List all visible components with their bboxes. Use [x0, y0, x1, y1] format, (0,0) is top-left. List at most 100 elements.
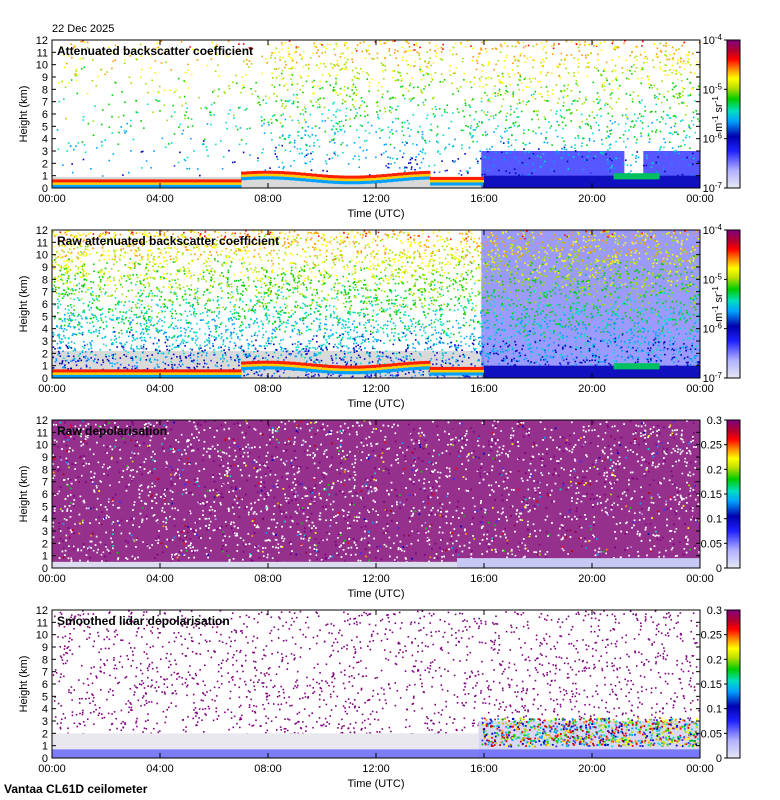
data-pixel — [517, 298, 520, 301]
data-pixel — [643, 327, 645, 330]
data-pixel — [122, 174, 124, 176]
data-pixel — [698, 93, 700, 96]
data-pixel — [457, 111, 460, 113]
data-pixel — [343, 353, 346, 355]
data-pixel — [655, 171, 658, 173]
data-pixel — [676, 261, 679, 263]
data-pixel — [435, 108, 437, 111]
data-pixel — [321, 349, 324, 352]
data-pixel — [596, 67, 598, 70]
data-pixel — [145, 160, 148, 162]
data-pixel — [697, 363, 699, 365]
data-pixel — [304, 110, 307, 113]
data-pixel — [507, 145, 510, 148]
data-pixel — [126, 245, 129, 247]
data-pixel — [140, 76, 142, 79]
data-pixel — [403, 249, 405, 252]
data-pixel — [391, 157, 394, 160]
data-pixel — [341, 323, 344, 326]
data-pixel — [469, 81, 472, 84]
data-pixel — [64, 320, 66, 322]
data-pixel — [238, 318, 240, 320]
data-pixel — [384, 107, 386, 110]
data-pixel — [617, 151, 619, 153]
data-pixel — [207, 309, 209, 311]
data-pixel — [285, 105, 287, 107]
data-pixel — [487, 169, 489, 172]
data-pixel — [301, 293, 303, 296]
data-pixel — [532, 333, 535, 336]
data-pixel — [239, 279, 242, 281]
data-pixel — [641, 68, 644, 71]
data-pixel — [540, 327, 543, 329]
data-pixel — [305, 149, 308, 151]
data-pixel — [448, 362, 451, 364]
data-pixel — [387, 163, 390, 165]
data-pixel — [400, 86, 402, 88]
data-pixel — [522, 100, 524, 103]
data-pixel — [430, 80, 433, 83]
aerosol-layer — [322, 180, 328, 184]
data-pixel — [502, 98, 505, 101]
data-pixel — [580, 113, 583, 116]
data-pixel — [420, 161, 423, 164]
data-pixel — [364, 129, 367, 132]
data-pixel — [430, 299, 433, 302]
data-pixel — [105, 320, 108, 323]
data-pixel — [646, 251, 649, 254]
data-pixel — [366, 254, 368, 256]
data-pixel — [399, 251, 402, 254]
data-pixel — [385, 350, 388, 353]
data-pixel — [651, 87, 654, 89]
data-pixel — [305, 64, 307, 67]
aerosol-layer — [338, 175, 345, 179]
data-pixel — [220, 241, 223, 244]
data-pixel — [248, 66, 250, 68]
data-pixel — [358, 242, 360, 245]
data-pixel — [660, 316, 662, 319]
data-pixel — [199, 232, 202, 235]
data-pixel — [316, 291, 318, 294]
data-pixel — [504, 42, 506, 45]
data-pixel — [564, 124, 567, 127]
data-pixel — [337, 130, 339, 133]
data-pixel — [611, 284, 613, 286]
data-pixel — [336, 323, 339, 326]
data-pixel — [450, 332, 452, 335]
data-pixel — [407, 63, 409, 66]
aerosol-layer — [122, 184, 129, 188]
data-pixel — [331, 66, 334, 69]
data-pixel — [385, 355, 388, 358]
data-pixel — [550, 239, 553, 241]
data-pixel — [311, 81, 314, 84]
data-pixel — [662, 268, 665, 271]
data-pixel — [525, 314, 528, 316]
data-pixel — [96, 147, 98, 149]
aerosol-layer — [403, 172, 409, 176]
data-pixel — [120, 126, 123, 128]
data-pixel — [432, 310, 435, 312]
data-pixel — [135, 111, 138, 113]
data-pixel — [496, 328, 499, 331]
data-pixel — [278, 84, 281, 86]
data-pixel — [610, 269, 612, 271]
data-pixel — [364, 297, 367, 299]
data-pixel — [483, 167, 485, 170]
data-pixel — [466, 240, 468, 242]
data-pixel — [240, 139, 243, 141]
data-pixel — [304, 303, 306, 306]
data-pixel — [376, 111, 378, 113]
data-pixel — [296, 348, 298, 351]
data-pixel — [87, 122, 90, 125]
data-pixel — [383, 77, 385, 80]
data-pixel — [649, 326, 652, 329]
data-pixel — [277, 241, 280, 244]
data-pixel — [564, 57, 567, 59]
data-pixel — [143, 278, 146, 280]
data-pixel — [435, 52, 438, 54]
data-pixel — [630, 164, 632, 167]
data-pixel — [678, 311, 681, 314]
data-pixel — [659, 247, 661, 250]
data-pixel — [545, 138, 547, 140]
data-pixel — [550, 125, 553, 127]
